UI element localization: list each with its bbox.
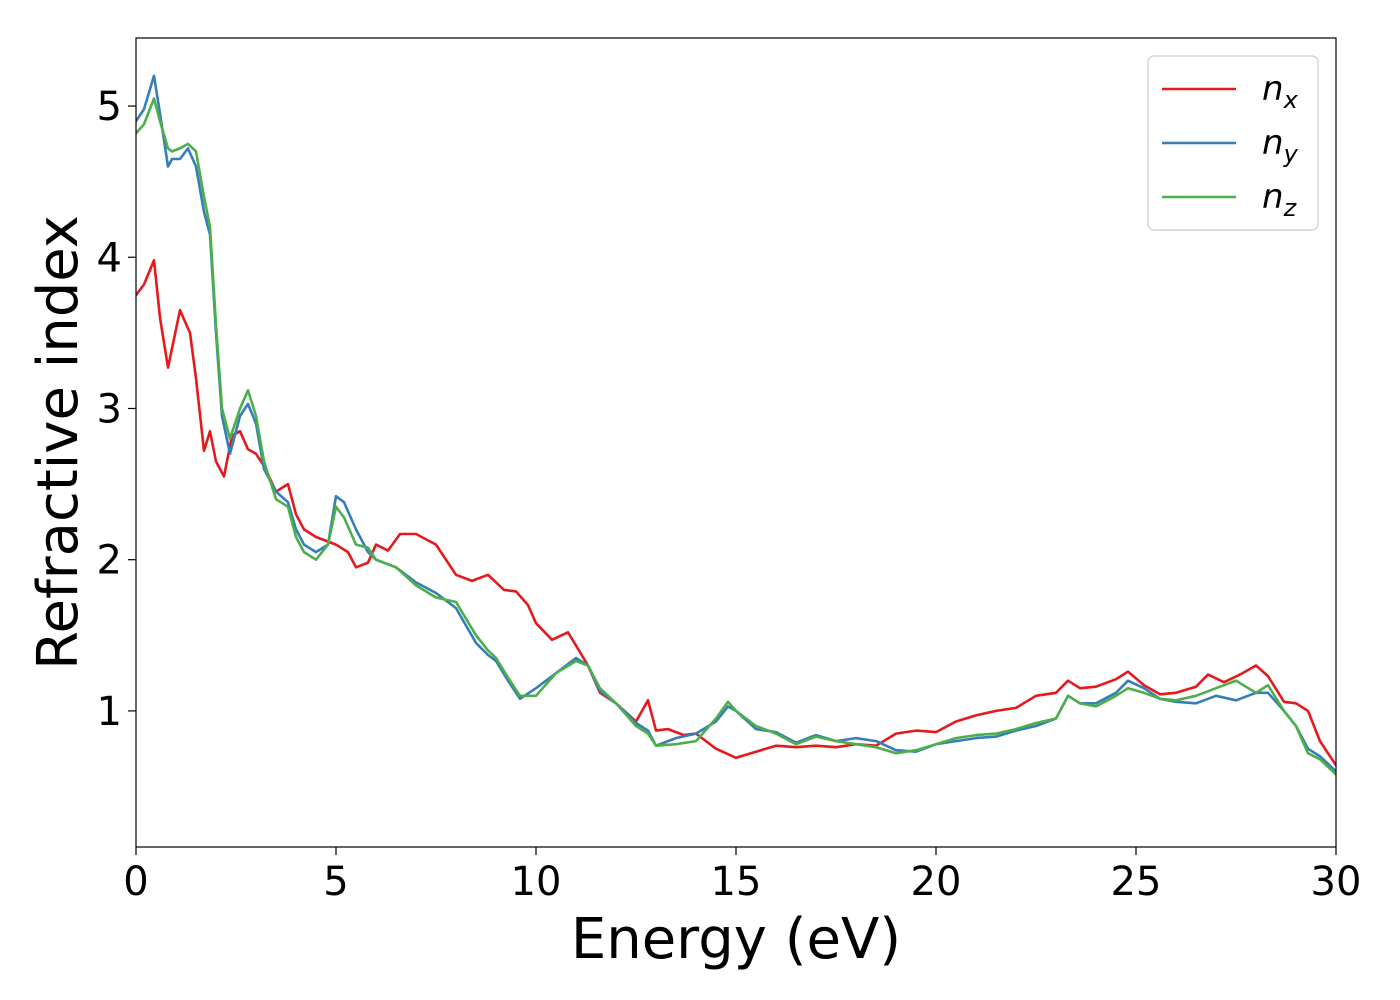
x-tick-label: 10 <box>511 859 562 905</box>
x-axis-label: Energy (eV) <box>571 907 901 972</box>
y-tick-label: 2 <box>97 538 122 584</box>
x-tick-label: 20 <box>911 859 962 905</box>
series-layer <box>136 74 1336 776</box>
series-line-nz <box>136 97 1336 776</box>
y-tick-label: 1 <box>97 689 122 735</box>
legend-item-nz: nz <box>1162 177 1298 222</box>
x-tick-label: 5 <box>323 859 348 905</box>
legend-label: nz <box>1262 177 1298 222</box>
y-tick-label: 5 <box>97 84 122 130</box>
y-axis: 1 2 3 4 5 <box>97 84 136 735</box>
y-tick-label: 4 <box>97 235 122 281</box>
x-tick-label: 25 <box>1111 859 1162 905</box>
x-tick-label: 30 <box>1311 859 1362 905</box>
x-tick-label: 0 <box>123 859 148 905</box>
x-tick-label: 15 <box>711 859 762 905</box>
y-axis-label: Refractive index <box>26 215 91 670</box>
y-tick-label: 3 <box>97 386 122 432</box>
x-axis: 0 5 10 15 20 25 30 <box>123 847 1361 905</box>
